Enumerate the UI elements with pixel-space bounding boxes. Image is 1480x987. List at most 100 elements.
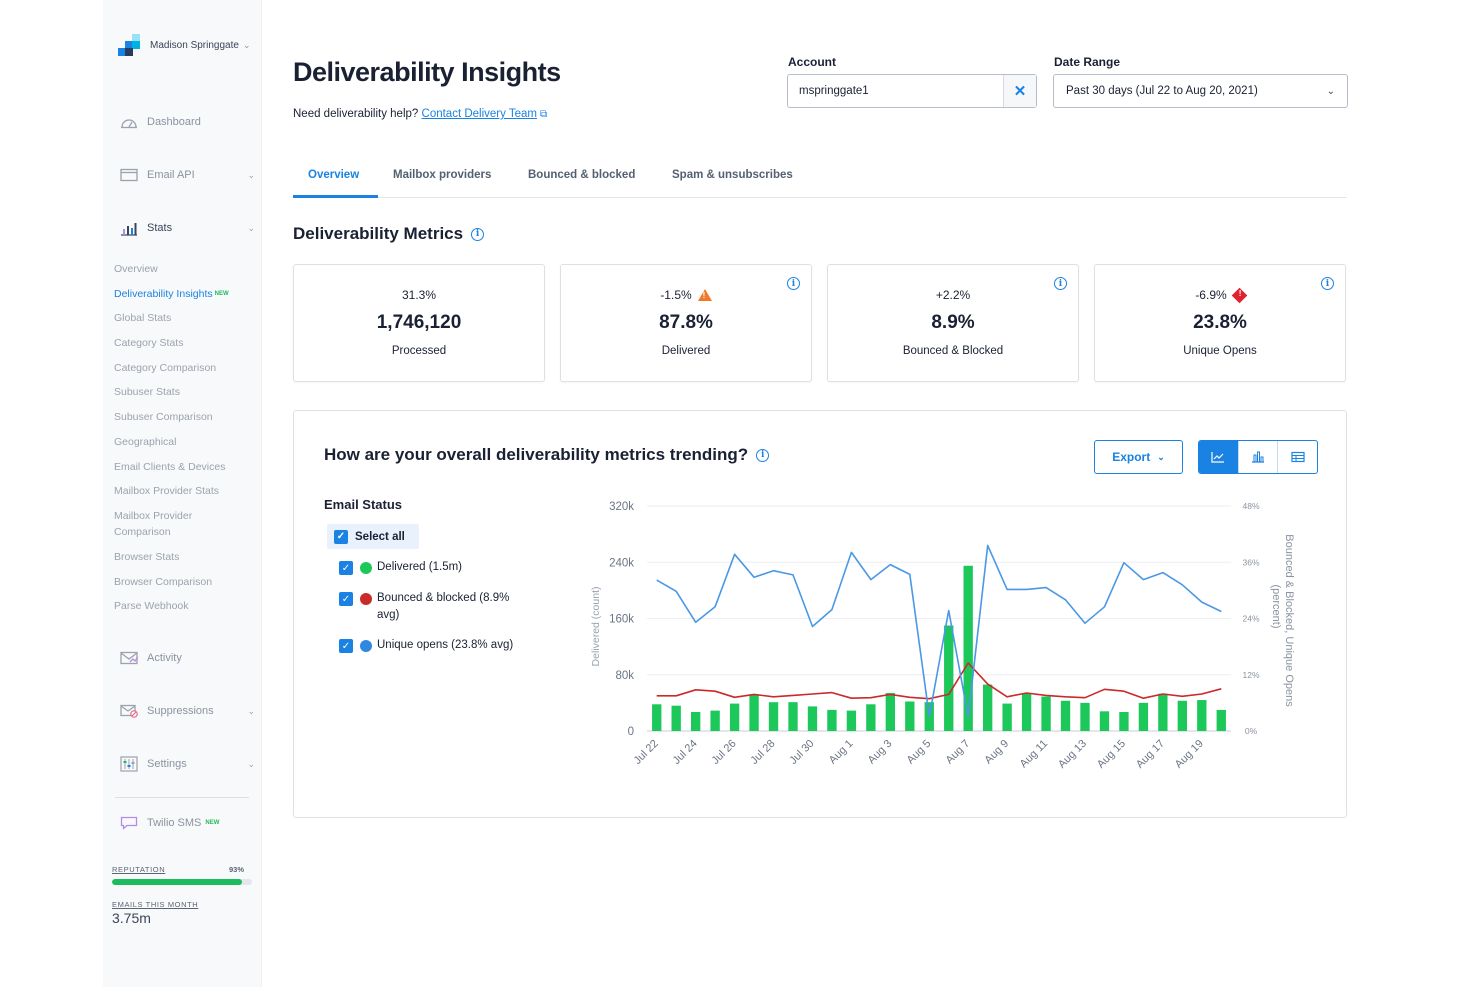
- y-left-tick-label: 80k: [615, 670, 634, 682]
- clear-icon[interactable]: ✕: [1003, 75, 1036, 107]
- email-status-title: Email Status: [324, 497, 403, 512]
- date-range-label: Date Range: [1054, 55, 1121, 69]
- metric-value: 87.8%: [659, 312, 713, 333]
- nav-email-api[interactable]: Email API ⌄: [119, 167, 255, 183]
- account-switcher[interactable]: Madison Springgate ⌄: [118, 34, 251, 56]
- x-tick-label: Aug 3: [866, 738, 895, 767]
- tab-bounced-blocked[interactable]: Bounced & blocked: [528, 169, 636, 181]
- reputation-bar: [112, 879, 252, 885]
- stats-sub-browser-comparison[interactable]: Browser Comparison: [114, 576, 213, 588]
- stats-sub-global-stats[interactable]: Global Stats: [114, 312, 172, 324]
- stats-sub-browser-stats[interactable]: Browser Stats: [114, 551, 180, 563]
- metric-delta-text: 31.3%: [401, 288, 437, 302]
- metric-delta: -6.9%!: [1095, 287, 1345, 303]
- export-button[interactable]: Export ⌄: [1094, 440, 1183, 474]
- table-view-button[interactable]: [1278, 441, 1317, 473]
- delivered-bar: [729, 703, 740, 731]
- legend-unique-opens[interactable]: ✓ Unique opens (23.8% avg): [339, 637, 539, 654]
- sidebar-divider: [115, 797, 249, 798]
- delivered-bar: [866, 704, 876, 731]
- date-range-select[interactable]: Past 30 days (Jul 22 to Aug 20, 2021) ⌄: [1053, 74, 1348, 108]
- reputation-bar-fill: [112, 879, 243, 885]
- x-tick-label: Jul 22: [632, 738, 661, 767]
- nav-activity-label: Activity: [147, 652, 182, 664]
- stats-sub-parse-webhook[interactable]: Parse Webhook: [114, 600, 189, 612]
- legend-color-dot: [360, 562, 372, 574]
- legend-label: Delivered (1.5m): [377, 561, 462, 573]
- metric-card-delivered: i -1.5%! 87.8% Delivered: [560, 264, 812, 382]
- tab-mailbox-providers[interactable]: Mailbox providers: [393, 169, 492, 181]
- x-tick-label: Aug 9: [982, 738, 1011, 767]
- stats-sub-deliverability-insights[interactable]: Deliverability Insights NEW: [114, 286, 249, 302]
- legend-bounced-blocked[interactable]: ✓ Bounced & blocked (8.9% avg): [339, 590, 529, 624]
- stats-sub-label: Deliverability Insights: [114, 288, 213, 300]
- stats-sub-email-clients[interactable]: Email Clients & Devices: [114, 461, 226, 473]
- settings-icon: [119, 756, 139, 772]
- x-tick-label: Jul 24: [671, 738, 700, 767]
- stats-sub-mailbox-provider-stats[interactable]: Mailbox Provider Stats: [114, 485, 220, 497]
- metric-value: 8.9%: [931, 312, 975, 333]
- stats-sub-overview[interactable]: Overview: [114, 263, 158, 275]
- tab-bar: Overview Mailbox providers Bounced & blo…: [293, 160, 1347, 198]
- nav-suppressions[interactable]: Suppressions ⌄: [119, 703, 255, 719]
- account-input[interactable]: mspringgate1: [799, 85, 869, 97]
- metric-delta-text: -1.5%: [660, 288, 692, 302]
- contact-delivery-team-link[interactable]: Contact Delivery Team: [421, 108, 537, 120]
- nav-stats-label: Stats: [147, 222, 173, 234]
- nav-stats[interactable]: Stats ⌄: [119, 220, 255, 236]
- delivered-bar: [1119, 712, 1129, 731]
- bar-chart-view-button[interactable]: [1239, 441, 1279, 473]
- nav-twilio-sms[interactable]: Twilio SMS NEW: [119, 815, 255, 831]
- y-right-tick-label: 12%: [1242, 670, 1259, 680]
- stats-sub-subuser-comparison[interactable]: Subuser Comparison: [114, 411, 213, 423]
- tab-overview[interactable]: Overview: [308, 169, 360, 181]
- delivered-bar: [1080, 702, 1090, 731]
- stats-sub-geographical[interactable]: Geographical: [114, 436, 177, 448]
- bounced-blocked-line: [656, 662, 1222, 700]
- emails-this-month-label: EMAILS THIS MONTH: [112, 900, 199, 909]
- line-chart-view-button[interactable]: [1199, 441, 1239, 473]
- delivered-bar: [1060, 700, 1071, 731]
- metric-delta: 31.3%: [294, 288, 544, 302]
- legend-color-dot: [360, 640, 372, 652]
- y-right-axis-title: (percent): [1270, 584, 1282, 628]
- suppressions-icon: [119, 703, 139, 719]
- nav-dashboard[interactable]: Dashboard: [119, 114, 255, 130]
- info-icon[interactable]: i: [1321, 277, 1334, 290]
- legend-label: Unique opens (23.8% avg): [377, 639, 514, 651]
- legend-delivered[interactable]: ✓ Delivered (1.5m): [339, 559, 539, 576]
- account-field[interactable]: mspringgate1 ✕: [787, 74, 1037, 108]
- info-icon[interactable]: i: [471, 227, 485, 241]
- chevron-down-icon: ⌄: [1157, 451, 1165, 462]
- delivered-bar: [652, 704, 662, 731]
- stats-sub-category-comparison[interactable]: Category Comparison: [114, 362, 217, 374]
- delivered-bar: [1197, 700, 1207, 731]
- nav-settings[interactable]: Settings ⌄: [119, 756, 255, 772]
- metric-label: Bounced & Blocked: [902, 345, 1004, 357]
- tab-spam-unsubscribes[interactable]: Spam & unsubscribes: [672, 169, 793, 181]
- metric-value: 23.8%: [1193, 312, 1247, 333]
- delivered-bar: [671, 705, 681, 731]
- delivered-bar: [1002, 703, 1012, 731]
- table-icon: [1291, 451, 1305, 463]
- info-icon[interactable]: i: [1054, 277, 1067, 290]
- info-icon[interactable]: i: [756, 448, 770, 462]
- metric-card-unique-opens: i -6.9%! 23.8% Unique Opens: [1094, 264, 1346, 382]
- check-icon: ✓: [334, 529, 348, 544]
- danger-icon: !: [1231, 287, 1247, 303]
- date-range-value: Past 30 days (Jul 22 to Aug 20, 2021): [1066, 85, 1258, 97]
- select-all-label: Select all: [355, 530, 405, 543]
- info-icon[interactable]: i: [787, 277, 800, 290]
- stats-sub-subuser-stats[interactable]: Subuser Stats: [114, 386, 180, 398]
- new-badge: NEW: [205, 820, 220, 826]
- trend-card: How are your overall deliverability metr…: [293, 410, 1347, 818]
- stats-sub-mailbox-provider-comparison[interactable]: Mailbox Provider Comparison: [114, 510, 193, 538]
- stats-sub-category-stats[interactable]: Category Stats: [114, 337, 184, 349]
- x-tick-label: Aug 13: [1056, 738, 1089, 771]
- delivered-bar: [982, 684, 993, 731]
- delivered-bar: [690, 712, 701, 731]
- nav-activity[interactable]: Activity: [119, 650, 255, 666]
- select-all-checkbox[interactable]: ✓ Select all: [327, 524, 419, 549]
- reputation-value: 93%: [229, 865, 245, 874]
